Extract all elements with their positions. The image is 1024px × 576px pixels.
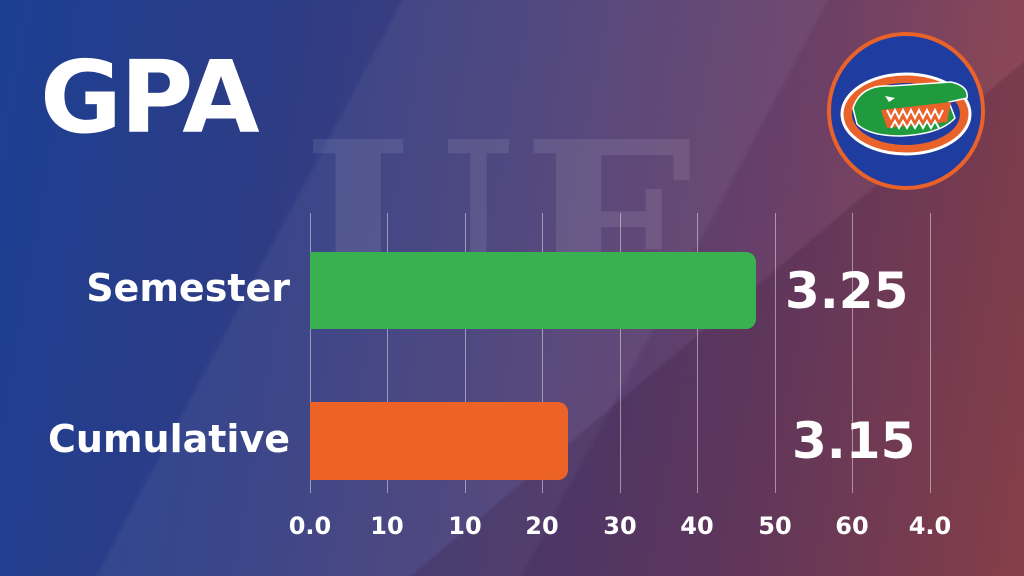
value-label-semester: 3.25 — [785, 262, 909, 320]
x-tick-label: 4.0 — [908, 512, 952, 540]
gridline — [930, 213, 931, 493]
gridline — [465, 213, 466, 493]
x-tick-label: 10 — [370, 512, 404, 540]
semester-bar — [310, 252, 756, 329]
gridline — [697, 213, 698, 493]
cumulative-bar — [310, 402, 568, 480]
x-tick-label: 60 — [835, 512, 869, 540]
x-tick-label: 0.0 — [288, 512, 332, 540]
florida-gators-logo-icon — [827, 32, 985, 190]
category-label-semester: Semester — [86, 266, 290, 310]
gridline — [310, 213, 311, 493]
page-title: GPA — [40, 39, 260, 156]
value-label-cumulative: 3.15 — [792, 412, 916, 470]
gridline — [542, 213, 543, 493]
x-tick-label: 40 — [680, 512, 714, 540]
x-tick-label: 10 — [448, 512, 482, 540]
gridline — [775, 213, 776, 493]
gridline — [387, 213, 388, 493]
x-tick-label: 30 — [603, 512, 637, 540]
gridline — [852, 213, 853, 493]
category-label-cumulative: Cumulative — [48, 417, 290, 461]
gridline — [620, 213, 621, 493]
x-tick-label: 50 — [758, 512, 792, 540]
x-tick-label: 20 — [525, 512, 559, 540]
